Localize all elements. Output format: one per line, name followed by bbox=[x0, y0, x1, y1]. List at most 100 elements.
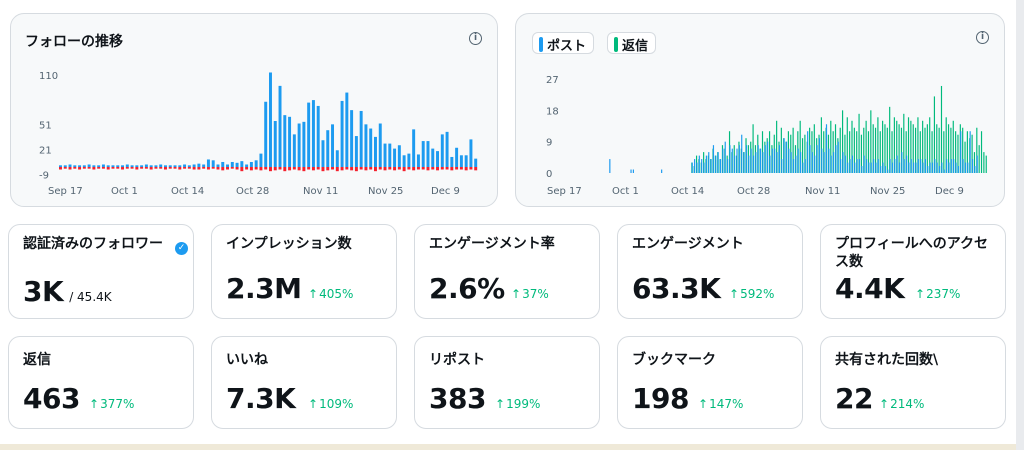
card-value: 383 bbox=[429, 382, 486, 415]
legend-replies[interactable]: 返信 bbox=[607, 32, 657, 54]
posts-bar-chart: 27 18 9 0 Sep 17 Oct 1 Oct 14 Oct 28 Nov 11 Nov 2… bbox=[546, 75, 987, 197]
loss-bar bbox=[140, 167, 144, 169]
loss-bar bbox=[235, 167, 239, 170]
card-change-value: 109% bbox=[319, 397, 354, 411]
loss-bar bbox=[359, 167, 363, 170]
reply-bar bbox=[780, 127, 782, 173]
y-tick-label: 21 bbox=[39, 145, 52, 156]
gain-bar bbox=[416, 154, 420, 167]
gain-bar bbox=[164, 165, 167, 167]
gain-bar bbox=[101, 164, 105, 167]
gain-bar bbox=[82, 165, 86, 167]
loss-bar bbox=[173, 167, 177, 169]
legend-replies-label: 返信 bbox=[622, 38, 649, 54]
x-tick-label: Oct 1 bbox=[612, 186, 639, 197]
gain-bar bbox=[326, 130, 330, 167]
gain-bar bbox=[393, 148, 397, 167]
loss-bar bbox=[101, 167, 105, 169]
post-bar bbox=[950, 159, 952, 173]
post-bar bbox=[840, 159, 842, 173]
post-bar bbox=[870, 162, 872, 173]
loss-bar bbox=[469, 167, 473, 170]
info-icon[interactable]: i bbox=[976, 31, 989, 44]
loss-bar bbox=[412, 167, 416, 171]
gain-bar bbox=[412, 129, 416, 167]
metric-card-reposts: リポスト 383 ↑ 199% bbox=[414, 336, 600, 429]
gain-bar bbox=[140, 165, 144, 167]
post-bar bbox=[632, 169, 634, 173]
card-value: 63.3K bbox=[632, 272, 721, 305]
loss-bar bbox=[168, 167, 172, 169]
gain-bar bbox=[359, 110, 363, 167]
card-change: ↑ 237% bbox=[915, 287, 960, 301]
loss-bar bbox=[374, 167, 377, 172]
gain-bar bbox=[354, 136, 358, 167]
loss-bar bbox=[378, 167, 382, 170]
gain-bar bbox=[130, 165, 134, 167]
followers-chart-panel: フォローの推移 i 110 51 21 -9 Sep 17 Oct 1 Oct 14 Oct … bbox=[10, 13, 498, 207]
post-bar bbox=[715, 155, 717, 173]
card-change-value: 37% bbox=[522, 287, 549, 301]
post-bar bbox=[748, 155, 750, 173]
post-bar bbox=[710, 159, 712, 173]
loss-bar bbox=[259, 167, 263, 171]
post-bar bbox=[960, 131, 962, 173]
scrollbar-track[interactable] bbox=[1016, 0, 1024, 450]
post-bar bbox=[880, 166, 882, 173]
gain-bar bbox=[407, 153, 411, 167]
loss-bar bbox=[340, 167, 344, 171]
bottom-strip bbox=[0, 444, 1024, 450]
loss-bar bbox=[459, 167, 463, 170]
gain-bar bbox=[340, 100, 344, 167]
loss-bar bbox=[388, 167, 392, 170]
card-change: ↑ 37% bbox=[511, 287, 549, 301]
loss-bar bbox=[202, 167, 206, 169]
reply-bar bbox=[978, 145, 980, 173]
post-bar bbox=[889, 159, 891, 173]
x-tick-label: Nov 11 bbox=[303, 186, 338, 197]
post-bar bbox=[941, 162, 943, 173]
reply-bar bbox=[865, 120, 867, 173]
loss-bar bbox=[216, 167, 220, 170]
reply-bar bbox=[980, 131, 983, 173]
post-bar bbox=[769, 155, 771, 173]
metric-card-engagement-rate: エンゲージメント率 2.6% ↑ 37% bbox=[414, 224, 600, 319]
reply-bar bbox=[973, 152, 976, 173]
post-bar bbox=[783, 138, 785, 173]
reply-bar bbox=[983, 152, 985, 173]
reply-bar bbox=[940, 85, 943, 173]
post-bar bbox=[701, 159, 703, 173]
loss-bar bbox=[144, 167, 148, 169]
gain-bar bbox=[235, 162, 239, 167]
reply-bar bbox=[830, 120, 832, 173]
post-bar bbox=[708, 152, 710, 173]
loss-bar bbox=[73, 167, 77, 169]
post-bar bbox=[835, 145, 837, 173]
followers-bar-chart: 110 51 21 -9 Sep 17 Oct 1 Oct 14 Oct 28 Nov 11 No… bbox=[39, 71, 478, 197]
loss-bar bbox=[78, 167, 82, 170]
post-bar bbox=[875, 162, 877, 173]
metric-card-replies: 返信 463 ↑ 377% bbox=[8, 336, 194, 429]
post-bar bbox=[821, 148, 823, 173]
post-bar bbox=[948, 162, 950, 173]
reply-bar bbox=[919, 131, 921, 173]
arrow-up-icon: ↑ bbox=[729, 287, 740, 301]
reply-bar bbox=[926, 124, 928, 173]
arrow-up-icon: ↑ bbox=[879, 397, 890, 411]
info-icon[interactable]: i bbox=[469, 32, 482, 45]
gain-bar bbox=[106, 165, 110, 167]
gain-bar bbox=[178, 165, 182, 167]
reply-bar bbox=[938, 127, 940, 173]
loss-bar bbox=[264, 167, 268, 170]
reply-bar bbox=[839, 127, 841, 173]
card-label: ブックマーク bbox=[632, 352, 716, 368]
post-bar bbox=[792, 159, 795, 173]
reply-bar bbox=[945, 117, 947, 173]
post-bar bbox=[727, 159, 729, 173]
post-bar bbox=[967, 162, 969, 173]
gain-bar bbox=[302, 121, 306, 167]
reply-bar bbox=[943, 131, 945, 173]
post-bar bbox=[743, 152, 745, 173]
post-bar bbox=[828, 148, 830, 173]
legend-posts[interactable]: ポスト bbox=[532, 32, 595, 54]
